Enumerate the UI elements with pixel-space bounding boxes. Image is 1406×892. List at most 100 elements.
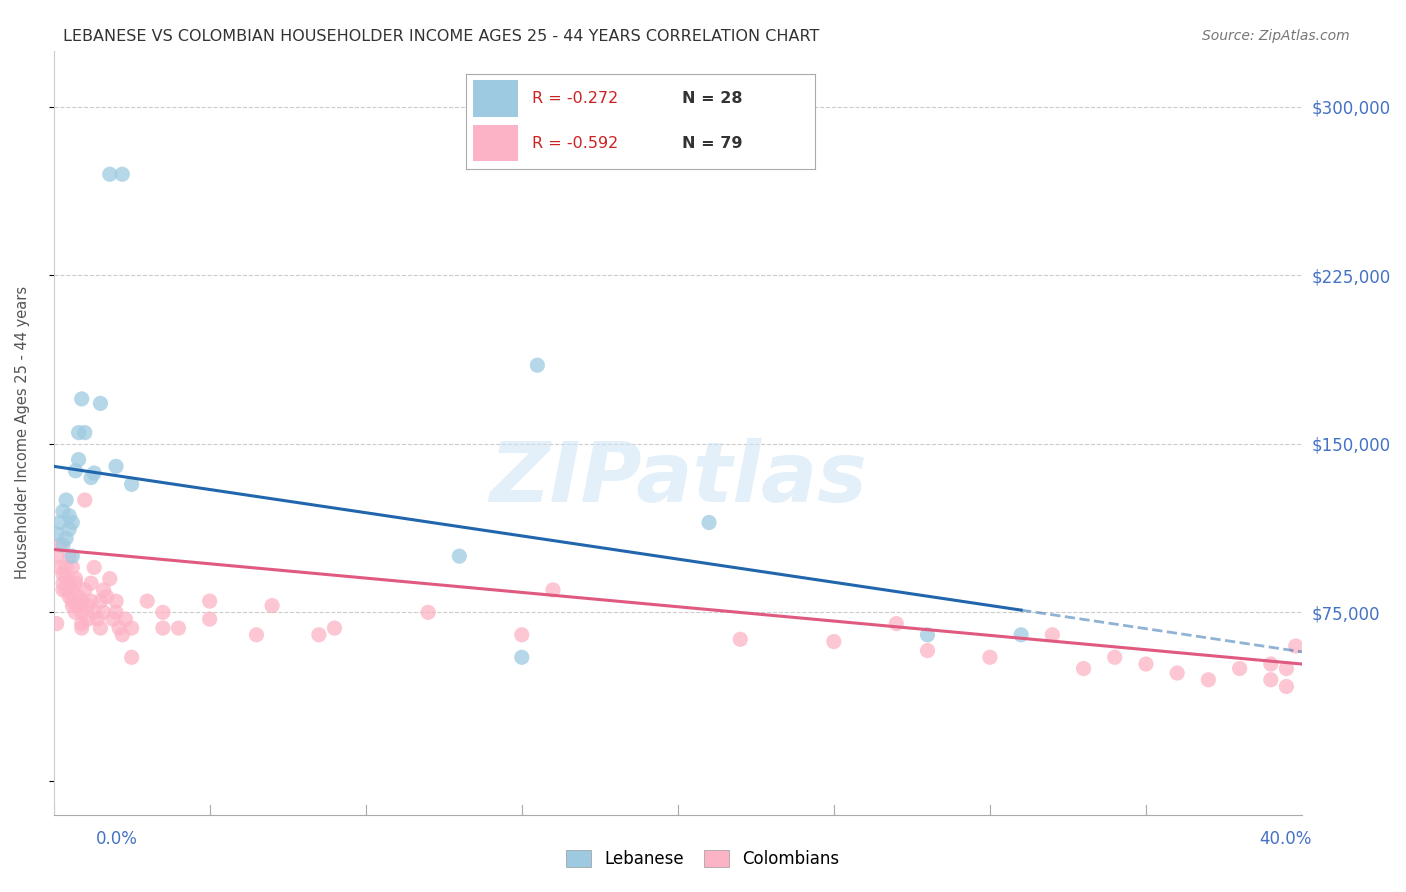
Text: 0.0%: 0.0% <box>96 830 138 847</box>
Point <box>1040 628 1063 642</box>
Point <box>55 582 77 597</box>
Point <box>55 493 77 508</box>
Point <box>58 590 80 604</box>
Point <box>152 621 174 635</box>
Point <box>70 392 93 406</box>
Point <box>86 612 108 626</box>
Point <box>55 560 77 574</box>
Point <box>52 567 75 582</box>
Point <box>45 526 67 541</box>
Point <box>917 628 939 642</box>
Point <box>55 572 77 586</box>
Point <box>121 650 143 665</box>
Point <box>45 616 67 631</box>
Point <box>121 477 143 491</box>
Point <box>65 572 87 586</box>
Point <box>77 612 100 626</box>
Point <box>60 549 83 564</box>
Point <box>70 621 93 635</box>
Point <box>60 560 83 574</box>
Point <box>111 167 134 181</box>
Point <box>58 549 80 564</box>
Point <box>152 605 174 619</box>
Point <box>105 594 128 608</box>
Point <box>73 582 96 597</box>
Point <box>65 605 87 619</box>
Point <box>1275 680 1298 694</box>
Point <box>105 459 128 474</box>
Point <box>1197 673 1219 687</box>
Point <box>89 621 111 635</box>
Point <box>308 628 330 642</box>
Point <box>979 650 1001 665</box>
Point <box>73 425 96 440</box>
Point <box>65 464 87 478</box>
Point <box>70 594 93 608</box>
Point <box>55 531 77 545</box>
Point <box>1135 657 1157 671</box>
Point <box>67 590 90 604</box>
Point <box>67 599 90 613</box>
Point <box>98 572 121 586</box>
Y-axis label: Householder Income Ages 25 - 44 years: Householder Income Ages 25 - 44 years <box>15 286 30 579</box>
Point <box>52 538 75 552</box>
Point <box>917 643 939 657</box>
Point <box>108 621 131 635</box>
Point <box>60 516 83 530</box>
Point <box>89 594 111 608</box>
Point <box>52 576 75 591</box>
Text: LEBANESE VS COLOMBIAN HOUSEHOLDER INCOME AGES 25 - 44 YEARS CORRELATION CHART: LEBANESE VS COLOMBIAN HOUSEHOLDER INCOME… <box>63 29 820 45</box>
Point <box>83 605 105 619</box>
Point <box>198 612 221 626</box>
Point <box>245 628 267 642</box>
Point <box>49 560 72 574</box>
Point <box>80 470 103 484</box>
Point <box>70 616 93 631</box>
Point <box>1275 661 1298 675</box>
Point <box>1166 666 1188 681</box>
Point <box>1229 661 1251 675</box>
Point <box>262 599 284 613</box>
Point <box>136 594 159 608</box>
Point <box>83 466 105 480</box>
Legend: Lebanese, Colombians: Lebanese, Colombians <box>560 843 846 875</box>
Point <box>1010 628 1032 642</box>
Point <box>884 616 907 631</box>
Point <box>60 582 83 597</box>
Point <box>52 504 75 518</box>
Point <box>121 621 143 635</box>
Point <box>526 358 548 372</box>
Point <box>45 549 67 564</box>
Point <box>67 452 90 467</box>
Point <box>70 605 93 619</box>
Point <box>93 605 115 619</box>
Point <box>697 516 720 530</box>
Point <box>728 632 751 647</box>
Point <box>111 628 134 642</box>
Text: ZIPatlas: ZIPatlas <box>489 438 866 519</box>
Point <box>541 582 564 597</box>
Point <box>80 576 103 591</box>
Point <box>58 522 80 536</box>
Point <box>167 621 190 635</box>
Point <box>83 560 105 574</box>
Point <box>449 549 471 564</box>
Point <box>89 396 111 410</box>
Point <box>823 634 845 648</box>
Point <box>323 621 346 635</box>
Point <box>93 582 115 597</box>
Point <box>510 650 533 665</box>
Point <box>52 582 75 597</box>
Point <box>80 594 103 608</box>
Point <box>105 605 128 619</box>
Point <box>49 538 72 552</box>
Point <box>101 612 124 626</box>
Point <box>58 576 80 591</box>
Point <box>1104 650 1126 665</box>
Point <box>49 516 72 530</box>
Point <box>58 508 80 523</box>
Text: Source: ZipAtlas.com: Source: ZipAtlas.com <box>1202 29 1350 44</box>
Point <box>510 628 533 642</box>
Point <box>98 167 121 181</box>
Point <box>1260 657 1282 671</box>
